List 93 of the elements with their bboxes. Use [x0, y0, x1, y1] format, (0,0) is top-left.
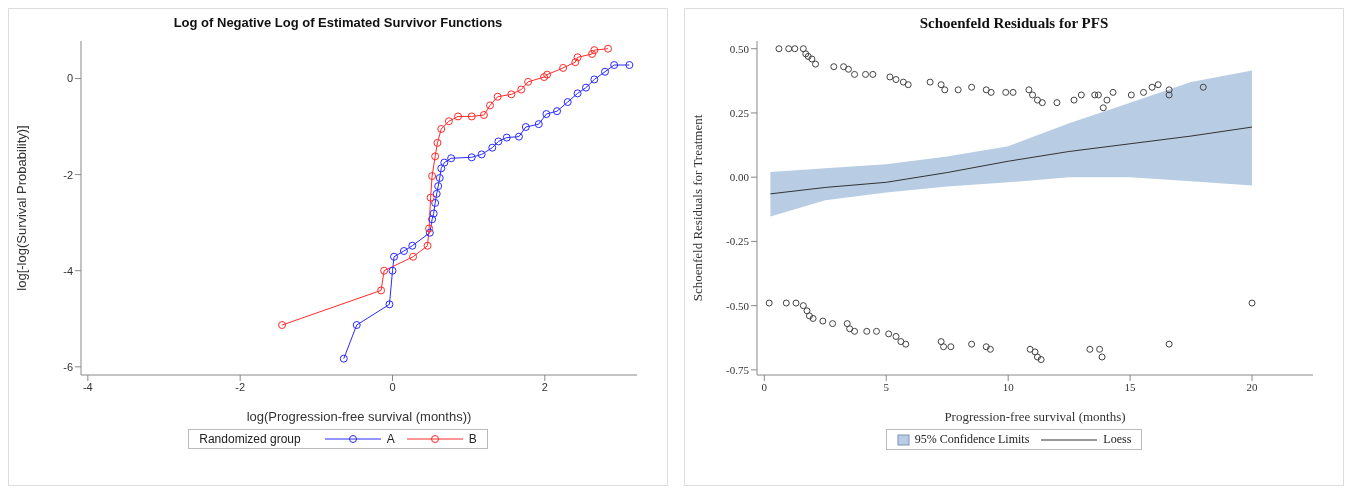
point	[479, 111, 488, 120]
point	[486, 101, 494, 110]
point	[524, 77, 533, 86]
point	[477, 150, 486, 159]
point	[488, 143, 497, 152]
point	[534, 120, 543, 129]
y-tick-label: -2	[63, 168, 73, 181]
x-tick-label: 0	[389, 380, 396, 393]
y-axis-title: Schoenfeld Residuals for Treatment	[689, 114, 705, 302]
point	[377, 286, 386, 295]
point	[542, 110, 551, 119]
point	[467, 112, 476, 121]
x-tick-label: -4	[82, 380, 93, 393]
y-tick-label: 0.50	[729, 42, 750, 55]
point	[581, 83, 590, 92]
point	[625, 61, 634, 70]
chart-title: Log of Negative Log of Estimated Survivor Functions	[172, 15, 504, 32]
point	[428, 172, 437, 181]
point	[399, 247, 408, 256]
y-tick-label: -4	[63, 264, 73, 277]
legend-label: Loess	[1103, 432, 1132, 447]
y-tick-label: 0	[66, 72, 73, 85]
y-tick-label: -0.75	[726, 363, 750, 376]
point	[409, 252, 418, 261]
point	[380, 266, 389, 275]
point	[423, 241, 432, 250]
point	[517, 85, 526, 94]
point	[425, 228, 434, 237]
point	[540, 73, 549, 82]
text: 95% Confidence Limits	[914, 432, 1030, 447]
point	[563, 98, 572, 107]
point	[543, 70, 552, 79]
legend-label: A	[386, 432, 395, 446]
chart-title: Schoenfeld Residuals for PFS	[918, 15, 1110, 33]
point	[573, 89, 582, 98]
point	[435, 173, 444, 182]
x-tick-label: 2	[541, 380, 548, 393]
point	[388, 266, 397, 275]
point	[553, 107, 562, 116]
x-tick-label: 5	[883, 380, 890, 393]
point	[494, 137, 503, 146]
point	[601, 67, 610, 76]
point	[431, 152, 440, 161]
point	[429, 209, 438, 218]
point	[426, 193, 435, 202]
point	[588, 49, 597, 58]
x-tick-label: -2	[235, 380, 246, 393]
point	[437, 124, 446, 133]
point	[559, 63, 568, 72]
point	[437, 164, 446, 173]
point	[571, 58, 580, 67]
point	[428, 215, 437, 224]
legend-label: B	[468, 432, 477, 446]
y-tick-label: -6	[63, 360, 73, 373]
point	[440, 158, 449, 167]
x-tick-label: 0	[761, 380, 768, 393]
point	[454, 112, 463, 121]
y-tick-label: 0.25	[729, 106, 750, 119]
point	[444, 117, 453, 126]
point	[447, 154, 456, 163]
point	[590, 46, 599, 55]
x-tick-label: 15	[1124, 380, 1137, 393]
point	[573, 53, 582, 62]
y-axis-title: log[-log(Survival Probability)]	[13, 125, 29, 291]
point	[521, 123, 530, 132]
point	[434, 182, 443, 191]
point	[514, 132, 523, 141]
point	[502, 133, 511, 142]
point	[493, 92, 502, 101]
point	[507, 90, 516, 99]
point	[610, 61, 619, 70]
point	[425, 224, 434, 233]
point	[467, 153, 476, 162]
point	[604, 44, 613, 53]
y-tick-label: -0.25	[726, 235, 750, 248]
point	[278, 321, 287, 330]
y-tick-label: -0.50	[726, 299, 750, 312]
point	[432, 189, 441, 198]
x-tick-label: 10	[1002, 380, 1015, 393]
x-axis-title: Progression-free survival (months)	[944, 409, 1126, 424]
x-tick-label: 20	[1246, 380, 1259, 393]
point	[590, 75, 599, 84]
point	[339, 354, 348, 363]
point	[431, 198, 440, 207]
point	[390, 252, 399, 261]
point	[385, 300, 394, 309]
point	[352, 321, 361, 330]
x-axis-title: log(Progression-free survival (months))	[246, 409, 472, 424]
point	[433, 138, 442, 147]
legend-title: Randomized group	[199, 432, 301, 446]
y-tick-label: 0.00	[729, 171, 750, 184]
point	[408, 241, 417, 250]
line-series	[769, 126, 1253, 195]
